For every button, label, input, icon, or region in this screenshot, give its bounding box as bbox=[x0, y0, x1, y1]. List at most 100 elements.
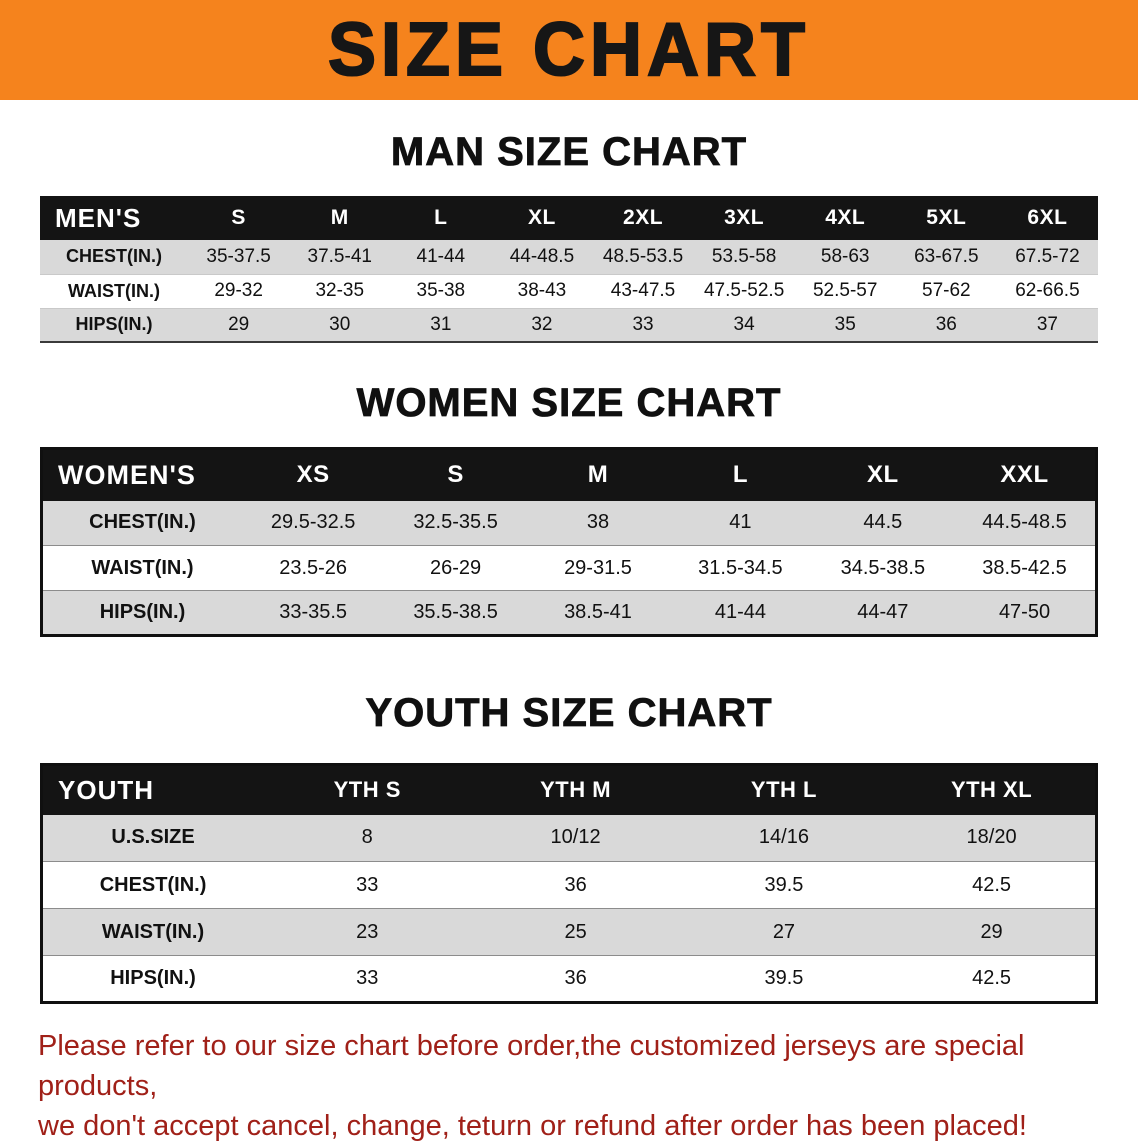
men-size-value-cell: 35 bbox=[834, 313, 856, 335]
women-size-value-cell: 35.5-38.5 bbox=[413, 601, 498, 623]
men-size-value-cell: 33 bbox=[632, 313, 654, 335]
men-size-value-cell: 32-35 bbox=[315, 280, 365, 301]
women-size-value-cell: 47-50 bbox=[998, 601, 1051, 623]
men-size-column-header: 3XL bbox=[693, 196, 795, 240]
men-row-label: HIPS(IN.) bbox=[75, 314, 153, 335]
disclaimer: Please refer to our size chart before or… bbox=[0, 1026, 1138, 1146]
youth-size-value-cell: 18/20 bbox=[966, 826, 1017, 849]
men-size-value-cell: 62-66.5 bbox=[1015, 280, 1080, 301]
youth-row-label: U.S.SIZE bbox=[111, 826, 195, 849]
youth-table-body: U.S.SIZE 8 10/12 14/16 18/20 CHEST(IN.) 33 36 39… bbox=[41, 814, 1097, 1003]
women-size-value-cell: 38.5-41 bbox=[564, 601, 632, 623]
women-section-heading: WOMEN SIZE CHART bbox=[356, 381, 782, 426]
women-size-value-cell: 23.5-26 bbox=[279, 556, 348, 579]
women-size-column-header: L bbox=[669, 448, 812, 501]
youth-row-label: HIPS(IN.) bbox=[110, 967, 196, 989]
youth-table-header: YOUTH YTH S YTH M YTH L YTH XL bbox=[41, 764, 1097, 815]
women-size-column-header: M bbox=[526, 448, 670, 501]
men-size-column-header: 6XL bbox=[996, 196, 1098, 240]
youth-size-value-cell: 10/12 bbox=[550, 826, 601, 849]
men-size-value-cell: 43-47.5 bbox=[610, 280, 676, 301]
men-table-row: HIPS(IN.) 29 30 31 32 33 34 35 36 37 bbox=[40, 308, 1098, 342]
men-size-table: MEN'S S M L XL 2XL 3XL 4XL 5XL 6XL CHEST(IN.) 35-3… bbox=[40, 196, 1098, 343]
youth-size-column-header: YTH L bbox=[679, 764, 889, 815]
youth-size-table: YOUTH YTH S YTH M YTH L YTH XL U.S.SIZE 8 10/1… bbox=[40, 763, 1098, 1004]
men-size-value-cell: 41-44 bbox=[416, 245, 466, 267]
men-size-value-cell: 30 bbox=[329, 313, 351, 335]
women-row-label: CHEST(IN.) bbox=[89, 511, 196, 534]
men-size-value-cell: 53.5-58 bbox=[711, 245, 777, 267]
disclaimer-line-1: Please refer to our size chart before or… bbox=[38, 1030, 1025, 1103]
youth-size-column-header: YTH M bbox=[471, 764, 680, 815]
youth-size-column-header: YTH S bbox=[263, 764, 472, 815]
youth-size-value-cell: 42.5 bbox=[972, 873, 1012, 896]
men-table-row: WAIST(IN.) 29-32 32-35 35-38 38-43 43-47.5 47.… bbox=[40, 274, 1098, 308]
men-section-heading: MAN SIZE CHART bbox=[390, 130, 748, 175]
youth-size-value-cell: 23 bbox=[356, 920, 379, 943]
men-size-value-cell: 32 bbox=[531, 313, 553, 335]
men-size-value-cell: 47.5-52.5 bbox=[703, 280, 785, 301]
youth-size-value-cell: 39.5 bbox=[764, 873, 804, 896]
women-row-label: HIPS(IN.) bbox=[99, 601, 186, 623]
youth-table-row: U.S.SIZE 8 10/12 14/16 18/20 bbox=[41, 814, 1097, 862]
women-table-row: WAIST(IN.) 23.5-26 26-29 29-31.5 31.5-34.5 34… bbox=[41, 545, 1097, 591]
youth-table-row: HIPS(IN.) 33 36 39.5 42.5 bbox=[41, 955, 1097, 1003]
women-table-row: CHEST(IN.) 29.5-32.5 32.5-35.5 38 41 44.5 44.5… bbox=[41, 500, 1097, 546]
men-size-column-header: 2XL bbox=[592, 196, 694, 240]
youth-size-value-cell: 27 bbox=[772, 920, 796, 943]
men-size-value-cell: 63-67.5 bbox=[914, 245, 979, 267]
women-size-chart-section: WOMEN SIZE CHART WOMEN'S XS S M L XL XXL CHEST… bbox=[0, 381, 1138, 637]
women-size-value-cell: 44.5-48.5 bbox=[982, 511, 1067, 534]
women-size-value-cell: 38.5-42.5 bbox=[982, 556, 1067, 579]
men-size-value-cell: 35-38 bbox=[416, 280, 466, 301]
women-size-value-cell: 33-35.5 bbox=[279, 601, 348, 623]
men-table-body: CHEST(IN.) 35-37.5 37.5-41 41-44 44-48.5 48.5… bbox=[40, 240, 1098, 342]
women-size-table: WOMEN'S XS S M L XL XXL CHEST(IN.) 29.5-32.5 32.… bbox=[40, 447, 1098, 637]
women-size-column-header: XXL bbox=[954, 448, 1097, 501]
men-size-chart-section: MAN SIZE CHART MEN'S S M L XL 2XL 3XL 4XL 5XL 6XL… bbox=[0, 130, 1138, 343]
women-size-value-cell: 26-29 bbox=[429, 556, 482, 579]
youth-size-value-cell: 29 bbox=[980, 920, 1003, 943]
men-size-column-header: S bbox=[188, 196, 290, 240]
youth-table-header-label: YOUTH bbox=[41, 764, 264, 815]
women-table-body: CHEST(IN.) 29.5-32.5 32.5-35.5 38 41 44.5 44.5… bbox=[41, 500, 1097, 636]
men-size-value-cell: 44-48.5 bbox=[509, 245, 575, 267]
men-size-value-cell: 35-37.5 bbox=[206, 245, 271, 267]
men-size-value-cell: 57-62 bbox=[922, 280, 971, 301]
men-table-header: MEN'S S M L XL 2XL 3XL 4XL 5XL 6XL bbox=[40, 196, 1098, 240]
men-size-value-cell: 36 bbox=[935, 313, 957, 335]
women-header-row: WOMEN'S XS S M L XL XXL bbox=[41, 448, 1097, 501]
women-row-label: WAIST(IN.) bbox=[91, 556, 194, 579]
youth-size-chart-section: YOUTH SIZE CHART YOUTH YTH S YTH M YTH L YTH… bbox=[0, 691, 1138, 1004]
men-size-value-cell: 58-63 bbox=[820, 245, 870, 267]
men-size-column-header: 4XL bbox=[794, 196, 896, 240]
women-size-column-header: S bbox=[384, 448, 527, 501]
men-header-row: MEN'S S M L XL 2XL 3XL 4XL 5XL 6XL bbox=[40, 196, 1098, 240]
women-size-value-cell: 34.5-38.5 bbox=[840, 556, 926, 579]
women-size-value-cell: 29-31.5 bbox=[564, 556, 632, 579]
youth-size-value-cell: 33 bbox=[356, 967, 379, 989]
men-size-value-cell: 37 bbox=[1036, 313, 1058, 335]
men-size-value-cell: 37.5-41 bbox=[307, 245, 372, 267]
women-size-value-cell: 38 bbox=[586, 511, 610, 534]
youth-size-column-header: YTH XL bbox=[888, 764, 1097, 815]
women-size-value-cell: 41-44 bbox=[714, 601, 766, 623]
youth-size-value-cell: 39.5 bbox=[764, 967, 804, 989]
banner: SIZE CHART bbox=[0, 0, 1138, 100]
men-size-value-cell: 34 bbox=[733, 313, 755, 335]
men-size-value-cell: 38-43 bbox=[517, 280, 567, 301]
youth-section-heading: YOUTH SIZE CHART bbox=[365, 691, 773, 736]
youth-row-label: CHEST(IN.) bbox=[99, 873, 207, 896]
youth-row-label: WAIST(IN.) bbox=[101, 920, 205, 943]
men-row-label: WAIST(IN.) bbox=[68, 280, 161, 301]
youth-size-value-cell: 33 bbox=[356, 873, 379, 896]
women-size-column-header: XL bbox=[811, 448, 955, 501]
page-title: SIZE CHART bbox=[327, 8, 810, 93]
youth-size-value-cell: 14/16 bbox=[758, 826, 809, 849]
women-size-value-cell: 44.5 bbox=[863, 511, 903, 534]
men-table-row: CHEST(IN.) 35-37.5 37.5-41 41-44 44-48.5 48.5… bbox=[40, 240, 1098, 274]
youth-size-value-cell: 25 bbox=[564, 920, 587, 943]
women-table-header: WOMEN'S XS S M L XL XXL bbox=[41, 448, 1097, 501]
women-size-value-cell: 29.5-32.5 bbox=[270, 511, 356, 534]
